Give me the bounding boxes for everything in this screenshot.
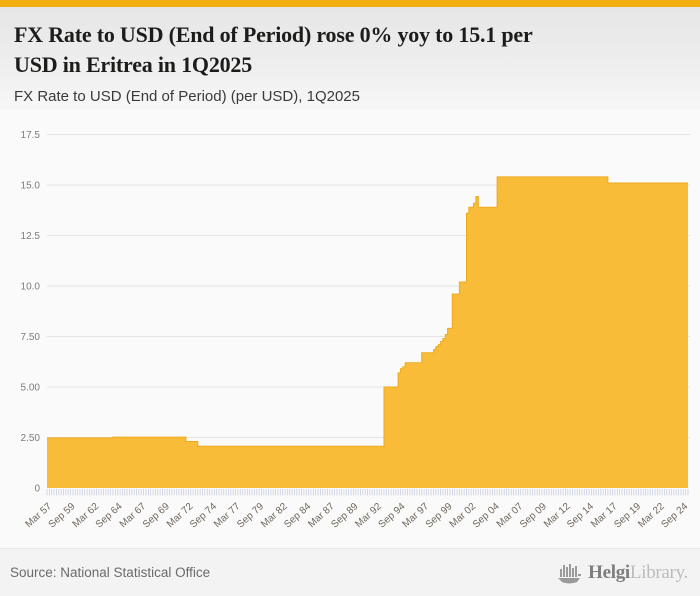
page-title-line1: FX Rate to USD (End of Period) rose 0% y…	[14, 22, 533, 47]
helgi-logo-wordmark: HelgiLibrary.	[588, 562, 688, 583]
svg-text:7.50: 7.50	[21, 332, 41, 343]
fx-rate-area-chart: 17.5 15.0 12.5 10.0 7.50 5.00 2.50 0 Mar 57 Sep 5…	[0, 110, 700, 548]
chart-header: FX Rate to USD (End of Period) rose 0% y…	[0, 7, 700, 110]
page-title-line2: USD in Eritrea in 1Q2025	[14, 52, 253, 77]
svg-text:17.5: 17.5	[21, 130, 41, 141]
svg-text:0: 0	[34, 484, 40, 495]
footer: Source: National Statistical Office Helg…	[0, 548, 700, 596]
svg-text:2.50: 2.50	[21, 433, 41, 444]
fx-rate-series	[47, 176, 688, 488]
x-axis-ticks	[46, 489, 689, 496]
svg-text:15.0: 15.0	[21, 181, 41, 192]
svg-text:10.0: 10.0	[21, 282, 41, 293]
svg-text:12.5: 12.5	[21, 231, 41, 242]
source-note: Source: National Statistical Office	[10, 565, 211, 580]
helgi-ship-icon	[558, 564, 582, 584]
page-title: FX Rate to USD (End of Period) rose 0% y…	[14, 20, 686, 80]
helgi-library-logo[interactable]: HelgiLibrary.	[557, 558, 688, 588]
page-subtitle: FX Rate to USD (End of Period) (per USD)…	[14, 88, 360, 105]
svg-text:5.00: 5.00	[21, 383, 41, 394]
svg-text:Sep 24: Sep 24	[659, 501, 690, 531]
y-tick-labels: 17.5 15.0 12.5 10.0 7.50 5.00 2.50 0	[21, 130, 41, 495]
top-accent-bar	[0, 0, 700, 7]
